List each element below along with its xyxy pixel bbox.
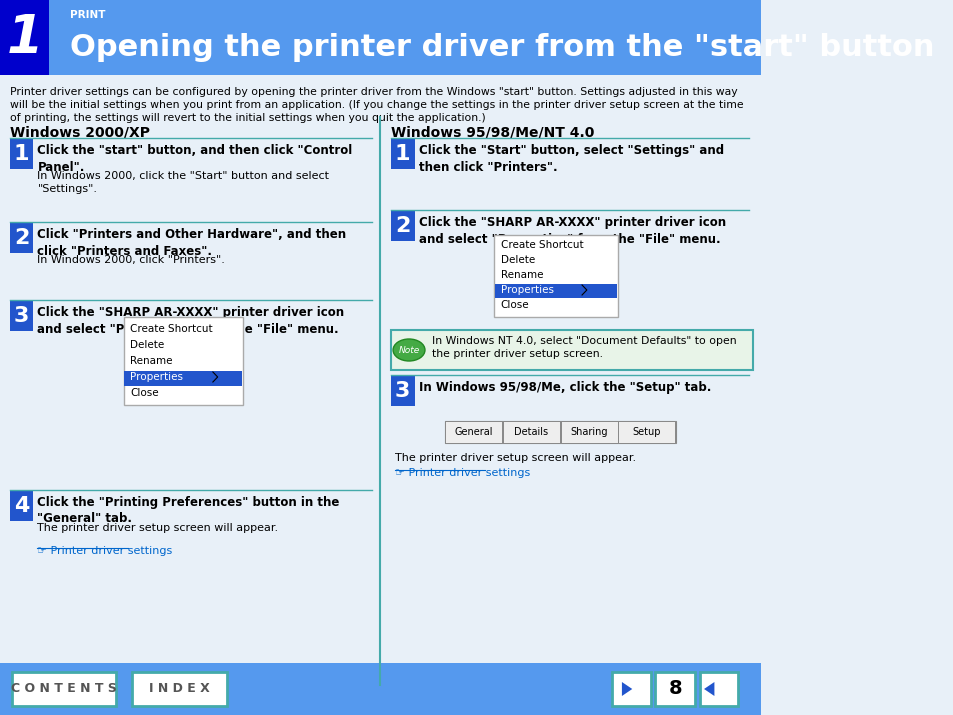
Text: Click the "start" button, and then click "Control
Panel".: Click the "start" button, and then click… — [37, 144, 353, 174]
Text: Create Shortcut: Create Shortcut — [500, 240, 582, 250]
Text: Click the "Start" button, select "Settings" and
then click "Printers".: Click the "Start" button, select "Settin… — [418, 144, 723, 174]
Text: Delete: Delete — [500, 255, 535, 265]
Text: 3: 3 — [395, 381, 410, 401]
Text: The printer driver setup screen will appear.: The printer driver setup screen will app… — [37, 523, 278, 533]
Bar — [391, 376, 415, 406]
Text: In Windows 2000, click the "Start" button and select
"Settings".: In Windows 2000, click the "Start" butto… — [37, 171, 329, 194]
Bar — [560, 421, 617, 443]
Text: 1: 1 — [13, 144, 30, 164]
Bar — [618, 421, 675, 443]
Text: 3: 3 — [14, 306, 30, 326]
Bar — [132, 672, 227, 706]
Bar — [700, 672, 738, 706]
Text: Printer driver settings can be configured by opening the printer driver from the: Printer driver settings can be configure… — [10, 87, 742, 124]
Text: Close: Close — [500, 300, 529, 310]
Bar — [0, 0, 50, 75]
Bar — [10, 301, 33, 331]
Text: 4: 4 — [14, 496, 30, 516]
Text: Note: Note — [398, 345, 419, 355]
Text: PRINT: PRINT — [71, 10, 106, 20]
Text: Rename: Rename — [130, 356, 172, 366]
Text: Windows 2000/XP: Windows 2000/XP — [10, 125, 150, 139]
Text: Click the "SHARP AR-XXXX" printer driver icon
and select "Properties" from the ": Click the "SHARP AR-XXXX" printer driver… — [418, 216, 725, 245]
Text: General: General — [454, 427, 492, 437]
Text: In Windows 95/98/Me, click the "Setup" tab.: In Windows 95/98/Me, click the "Setup" t… — [418, 381, 710, 394]
Text: Details: Details — [514, 427, 548, 437]
Bar — [12, 672, 115, 706]
Text: Close: Close — [130, 388, 158, 398]
Text: Properties: Properties — [130, 372, 183, 382]
Text: ☞ Printer driver settings: ☞ Printer driver settings — [395, 468, 529, 478]
Bar — [444, 421, 676, 443]
Text: Delete: Delete — [130, 340, 164, 350]
Text: The printer driver setup screen will appear.: The printer driver setup screen will app… — [395, 453, 635, 463]
Bar — [444, 421, 501, 443]
Polygon shape — [703, 682, 714, 696]
Text: ☞ Printer driver settings: ☞ Printer driver settings — [37, 546, 172, 556]
Text: Opening the printer driver from the "start" button: Opening the printer driver from the "sta… — [71, 32, 934, 61]
Bar — [391, 330, 753, 370]
Bar — [391, 211, 415, 241]
Text: Windows 95/98/Me/NT 4.0: Windows 95/98/Me/NT 4.0 — [391, 125, 594, 139]
Text: In Windows NT 4.0, select "Document Defaults" to open
the printer driver setup s: In Windows NT 4.0, select "Document Defa… — [432, 336, 736, 359]
Bar — [0, 663, 760, 715]
Text: 1: 1 — [395, 144, 410, 164]
Text: Rename: Rename — [500, 270, 542, 280]
Bar — [612, 672, 650, 706]
Text: I N D E X: I N D E X — [149, 683, 210, 696]
Text: Create Shortcut: Create Shortcut — [130, 324, 213, 334]
Bar — [495, 284, 617, 298]
Polygon shape — [621, 682, 632, 696]
Bar — [124, 371, 242, 386]
Text: Properties: Properties — [500, 285, 553, 295]
Bar — [655, 672, 695, 706]
Text: Setup: Setup — [632, 427, 660, 437]
Ellipse shape — [393, 339, 424, 361]
Text: 2: 2 — [14, 228, 30, 248]
Text: C O N T E N T S: C O N T E N T S — [10, 683, 116, 696]
Bar — [124, 317, 243, 405]
Text: Click "Printers and Other Hardware", and then
click "Printers and Faxes".: Click "Printers and Other Hardware", and… — [37, 228, 346, 257]
Bar — [391, 139, 415, 169]
Text: 2: 2 — [395, 216, 410, 236]
Bar — [10, 139, 33, 169]
Bar — [502, 421, 559, 443]
Text: Click the "SHARP AR-XXXX" printer driver icon
and select "Properties" from the ": Click the "SHARP AR-XXXX" printer driver… — [37, 306, 344, 335]
Bar — [494, 235, 618, 317]
Text: Sharing: Sharing — [570, 427, 607, 437]
Text: In Windows 2000, click "Printers".: In Windows 2000, click "Printers". — [37, 255, 225, 265]
Bar — [10, 491, 33, 521]
Text: Click the "Printing Preferences" button in the
"General" tab.: Click the "Printing Preferences" button … — [37, 496, 339, 526]
Bar — [10, 223, 33, 253]
Text: 1: 1 — [7, 12, 43, 64]
Bar — [0, 0, 760, 75]
Text: 8: 8 — [668, 679, 681, 699]
